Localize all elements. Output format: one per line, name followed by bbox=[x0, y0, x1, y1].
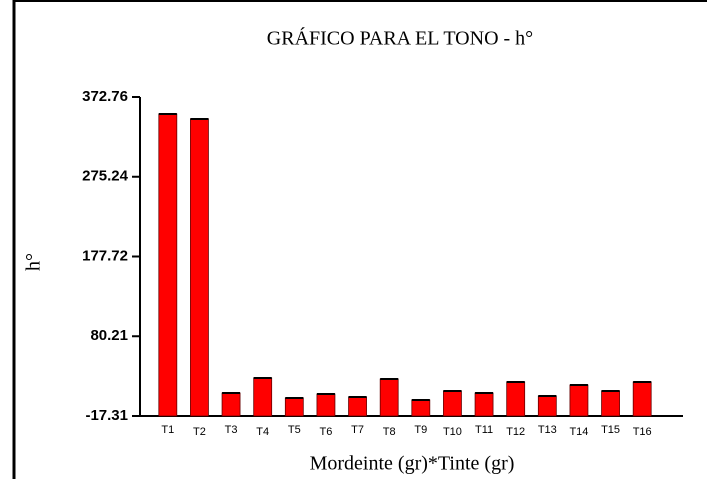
x-tick-label: T3 bbox=[225, 424, 238, 436]
y-tick-label: 372.76 bbox=[82, 88, 128, 105]
y-tick-label: 275.24 bbox=[82, 168, 129, 185]
bar bbox=[411, 399, 431, 417]
bar bbox=[474, 392, 494, 417]
bar bbox=[443, 390, 462, 417]
y-tick-label: -17.31 bbox=[85, 407, 128, 424]
x-tick-label: T16 bbox=[633, 426, 652, 438]
bar bbox=[379, 378, 399, 417]
x-tick-label: T9 bbox=[414, 424, 427, 436]
y-tick-label: 80.21 bbox=[90, 327, 128, 344]
bar bbox=[601, 390, 620, 417]
bar bbox=[316, 393, 336, 417]
bar bbox=[190, 118, 209, 417]
chart-title: GRÁFICO PARA EL TONO - h° bbox=[267, 27, 533, 50]
bar bbox=[569, 384, 589, 417]
bar bbox=[253, 377, 273, 417]
bar bbox=[221, 392, 241, 417]
x-tick-label: T10 bbox=[443, 426, 462, 438]
x-tick-label: T7 bbox=[351, 424, 364, 436]
bar bbox=[348, 396, 367, 417]
x-tick-label: T11 bbox=[475, 424, 493, 436]
x-tick-label: T12 bbox=[506, 426, 525, 438]
y-tick-label: 177.72 bbox=[82, 247, 128, 264]
x-tick-label: T2 bbox=[193, 426, 206, 438]
bar bbox=[537, 395, 557, 417]
x-tick-label: T14 bbox=[569, 426, 588, 438]
bar bbox=[506, 381, 526, 417]
x-axis-label: Mordeinte (gr)*Tinte (gr) bbox=[310, 453, 515, 475]
y-axis-label: h° bbox=[23, 253, 45, 271]
x-tick-label: T6 bbox=[320, 426, 333, 438]
x-tick-label: T15 bbox=[601, 424, 620, 436]
x-tick-label: T8 bbox=[383, 426, 396, 438]
x-tick-label: T4 bbox=[256, 426, 269, 438]
bar bbox=[284, 397, 304, 417]
x-tick-label: T13 bbox=[538, 424, 557, 436]
bar bbox=[632, 381, 652, 417]
x-tick-label: T1 bbox=[161, 424, 174, 436]
x-tick-label: T5 bbox=[288, 424, 301, 436]
bar bbox=[158, 113, 178, 417]
